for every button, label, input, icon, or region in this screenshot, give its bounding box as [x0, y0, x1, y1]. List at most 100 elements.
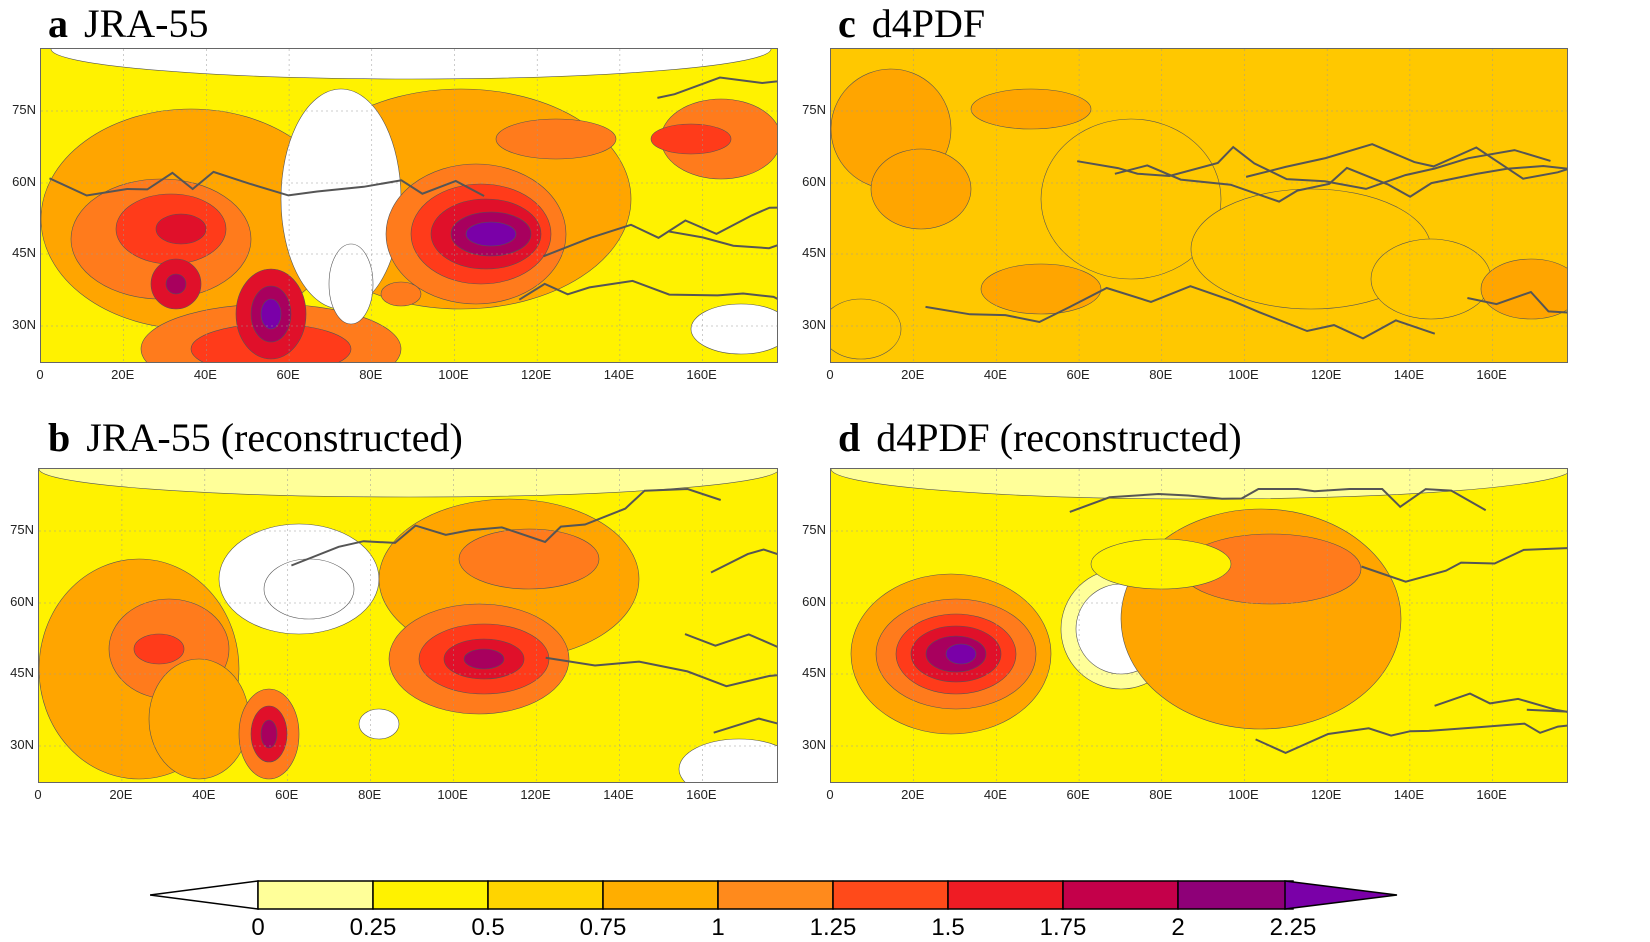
contour-region — [1370, 238, 1492, 320]
panel-letter: a — [48, 1, 68, 46]
colorbar-segment — [717, 880, 834, 910]
contour-field — [831, 469, 1567, 782]
colorbar-tick-label: 0.5 — [471, 914, 505, 941]
lat-tick-label: 45N — [802, 245, 826, 260]
colorbar-tick-label: 0.75 — [579, 914, 627, 941]
colorbar-lower-arrow — [150, 880, 259, 910]
contour-region — [870, 148, 972, 230]
lat-tick-label: 75N — [802, 102, 826, 117]
contour-region — [980, 263, 1102, 315]
contour-region — [495, 118, 617, 160]
colorbar-segment — [947, 880, 1064, 910]
contour-region — [133, 633, 185, 665]
panel-a-title: a JRA-55 — [48, 4, 208, 44]
colorbar-tick-label: 1 — [711, 914, 725, 941]
lon-tick-label: 120E — [1310, 367, 1342, 382]
lon-tick-label: 60E — [275, 787, 299, 802]
lat-tick-label: 60N — [10, 594, 34, 609]
map-b — [38, 468, 778, 783]
panel-title-text: d4PDF (reconstructed) — [876, 415, 1242, 460]
lon-tick-label: 140E — [1393, 367, 1425, 382]
lat-tick-label: 30N — [802, 317, 826, 332]
lat-tick-label: 75N — [802, 522, 826, 537]
colorbar-tick-label: 0.25 — [349, 914, 397, 941]
lon-tick-label: 0 — [36, 367, 44, 382]
panel-d-title: d d4PDF (reconstructed) — [838, 418, 1242, 458]
lat-tick-label: 45N — [12, 245, 36, 260]
colorbar-tick-label: 2.25 — [1269, 914, 1317, 941]
contour-region — [970, 88, 1092, 130]
colorbar-tick-label: 1.75 — [1039, 914, 1087, 941]
contour-region — [678, 738, 777, 782]
contour-field — [41, 49, 777, 362]
lon-tick-label: 140E — [1393, 787, 1425, 802]
panel-c-title: c d4PDF — [838, 4, 985, 44]
colorbar-tick-label: 1.25 — [809, 914, 857, 941]
lon-tick-label: 100E — [438, 367, 469, 382]
lat-tick-label: 30N — [12, 317, 36, 332]
panel-letter: d — [838, 415, 861, 460]
map-a — [40, 48, 778, 363]
contour-region — [50, 49, 772, 80]
lon-tick-label: 80E — [359, 367, 383, 382]
contour-region — [1090, 538, 1232, 590]
colorbar-segment — [257, 880, 374, 910]
colorbar-tick-label: 1.5 — [931, 914, 965, 941]
coastline — [925, 143, 1567, 340]
lon-tick-label: 160E — [1476, 367, 1507, 382]
lon-tick-label: 60E — [1066, 367, 1090, 382]
panel-letter: c — [838, 1, 856, 46]
lon-tick-label: 0 — [34, 787, 42, 802]
lat-tick-label: 30N — [10, 737, 34, 752]
lat-tick-label: 75N — [10, 522, 34, 537]
lon-tick-label: 0 — [826, 787, 834, 802]
lon-tick-label: 160E — [686, 787, 717, 802]
panel-letter: b — [48, 415, 71, 460]
lon-tick-label: 0 — [826, 367, 834, 382]
contour-region — [1480, 258, 1567, 320]
contour-region — [650, 123, 732, 155]
contour-region — [690, 303, 777, 355]
contour-region — [165, 273, 187, 295]
panel-b-title: b JRA-55 (reconstructed) — [48, 418, 463, 458]
coastline — [49, 76, 777, 301]
map-c — [830, 48, 1568, 363]
panel-title-text: JRA-55 — [84, 1, 209, 46]
panel-title-text: JRA-55 (reconstructed) — [86, 415, 463, 460]
lon-tick-label: 140E — [603, 787, 634, 802]
contour-region — [463, 648, 505, 670]
contour-region — [380, 281, 422, 307]
lat-tick-label: 45N — [802, 665, 826, 680]
lon-tick-label: 120E — [520, 367, 552, 382]
colorbar-segment — [372, 880, 489, 910]
coastline — [1069, 488, 1567, 754]
lon-tick-label: 20E — [109, 787, 133, 802]
lon-tick-label: 140E — [603, 367, 635, 382]
contour-region — [458, 528, 600, 590]
contour-region — [831, 298, 902, 360]
colorbar-segment — [487, 880, 604, 910]
lon-tick-label: 40E — [983, 787, 1007, 802]
lon-tick-label: 20E — [901, 367, 925, 382]
lon-tick-label: 80E — [1149, 787, 1173, 802]
contour-region — [155, 213, 207, 245]
lat-tick-label: 30N — [802, 737, 826, 752]
lon-tick-label: 160E — [1476, 787, 1507, 802]
contour-field — [39, 469, 777, 782]
lon-tick-label: 100E — [1228, 787, 1259, 802]
colorbar-segment — [1062, 880, 1179, 910]
lon-tick-label: 40E — [983, 367, 1007, 382]
lon-tick-label: 20E — [111, 367, 135, 382]
colorbar-tick-label: 0 — [251, 914, 265, 941]
contour-region — [260, 298, 282, 330]
lon-tick-label: 80E — [1149, 367, 1173, 382]
lon-tick-label: 120E — [1310, 787, 1342, 802]
lat-tick-label: 60N — [802, 594, 826, 609]
contour-region — [39, 469, 777, 498]
colorbar-segment — [1177, 880, 1294, 910]
contour-region — [945, 643, 977, 665]
lat-tick-label: 75N — [12, 102, 36, 117]
colorbar-tick-label: 2 — [1171, 914, 1185, 941]
lon-tick-label: 100E — [1228, 367, 1259, 382]
contour-region — [1040, 118, 1222, 280]
